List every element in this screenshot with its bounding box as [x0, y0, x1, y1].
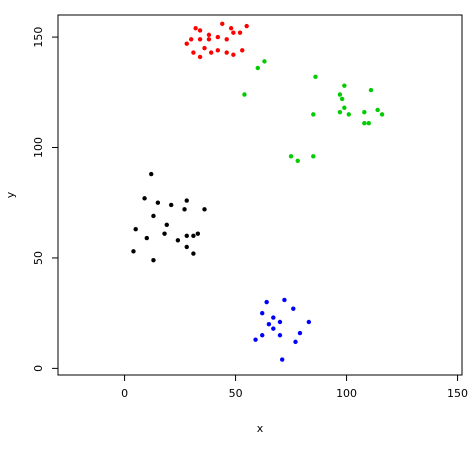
data-point: [197, 37, 203, 42]
data-point: [133, 227, 138, 232]
data-point: [366, 121, 371, 126]
data-point: [191, 233, 196, 239]
data-point: [188, 37, 194, 42]
series-1: [184, 21, 249, 60]
data-point: [339, 96, 345, 102]
data-point: [342, 105, 347, 110]
data-point: [155, 200, 161, 205]
data-point: [184, 233, 189, 239]
data-point: [311, 154, 316, 159]
data-point: [253, 337, 258, 342]
y-tick-label: 150: [32, 27, 45, 48]
data-points: [131, 21, 385, 362]
data-point: [337, 92, 343, 97]
data-point: [151, 213, 156, 219]
series-3: [253, 297, 312, 362]
series-2: [242, 59, 385, 163]
data-point: [266, 322, 272, 327]
data-point: [279, 357, 285, 362]
data-point: [362, 121, 367, 126]
data-point: [195, 231, 201, 236]
data-point: [313, 74, 318, 80]
data-point: [311, 112, 316, 117]
data-point: [262, 59, 267, 64]
data-point: [240, 48, 245, 53]
data-point: [149, 171, 154, 177]
x-tick-label: 100: [336, 387, 357, 400]
data-point: [144, 235, 149, 241]
data-point: [164, 222, 169, 228]
data-point: [215, 34, 221, 40]
data-point: [197, 54, 203, 60]
x-tick-label: 50: [229, 387, 243, 400]
data-point: [206, 32, 212, 38]
data-point: [202, 45, 207, 51]
x-tick-label: 150: [447, 387, 468, 400]
data-point: [184, 41, 189, 46]
data-point: [293, 339, 298, 345]
y-tick-label: 50: [32, 251, 45, 265]
data-point: [182, 207, 187, 212]
data-point: [220, 21, 225, 27]
data-point: [297, 330, 303, 336]
data-point: [202, 207, 207, 212]
data-point: [255, 65, 260, 71]
data-point: [346, 112, 351, 117]
data-point: [237, 30, 243, 35]
data-point: [242, 92, 247, 97]
y-axis-title: y: [4, 191, 17, 198]
data-point: [175, 238, 181, 243]
x-axis: 0 50 100 150: [121, 375, 468, 400]
data-point: [224, 50, 229, 55]
data-point: [260, 310, 265, 316]
data-point: [224, 37, 229, 42]
data-point: [342, 83, 347, 88]
data-point: [191, 50, 196, 55]
y-axis: 0 50 100 150: [32, 27, 58, 372]
plot-frame: [57, 14, 463, 376]
data-point: [206, 37, 212, 42]
data-point: [368, 87, 374, 93]
data-point: [191, 251, 196, 256]
data-point: [277, 319, 283, 325]
data-point: [231, 30, 236, 35]
data-point: [215, 48, 221, 53]
data-point: [337, 109, 343, 115]
data-point: [184, 244, 189, 250]
x-axis-title: x: [257, 422, 264, 435]
data-point: [288, 154, 294, 159]
data-point: [231, 52, 236, 57]
data-point: [277, 333, 283, 338]
y-tick-label: 0: [32, 365, 45, 372]
data-point: [197, 28, 203, 33]
data-point: [282, 297, 287, 303]
data-point: [271, 315, 276, 320]
data-point: [379, 112, 385, 117]
data-point: [295, 158, 300, 163]
data-point: [291, 306, 296, 311]
data-point: [208, 50, 214, 55]
data-point: [306, 319, 312, 325]
data-point: [264, 299, 269, 305]
y-tick-label: 100: [32, 137, 45, 158]
data-point: [162, 231, 167, 236]
data-point: [271, 326, 276, 331]
data-point: [362, 109, 367, 115]
data-point: [228, 26, 234, 31]
data-point: [184, 198, 189, 203]
data-point: [131, 249, 136, 254]
data-point: [375, 107, 380, 113]
x-tick-label: 0: [121, 387, 128, 400]
data-point: [244, 23, 249, 29]
data-point: [260, 333, 265, 338]
data-point: [169, 202, 174, 208]
data-point: [151, 257, 156, 263]
data-point: [193, 26, 198, 31]
data-point: [142, 196, 147, 201]
series-0: [131, 171, 207, 263]
